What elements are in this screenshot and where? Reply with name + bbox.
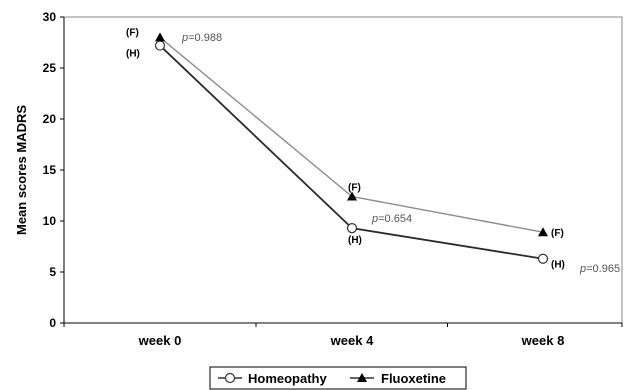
p-value-annotation: p=0.965 [579,263,620,275]
p-italic: p [181,32,188,44]
y-tick-label: 25 [43,61,57,75]
homeopathy-point [346,223,358,234]
p-italic: p [579,263,586,275]
p-value: =0.965 [586,263,620,275]
legend-homeopathy-label: Homeopathy [248,371,328,386]
x-tick-label: week 4 [330,333,374,348]
legend-homeopathy-marker [224,372,236,384]
x-tick-label: week 8 [521,333,565,348]
legend-fluoxetine-label: Fluoxetine [381,371,446,386]
y-axis-label: Mean scores MADRS [14,105,29,235]
y-tick-label: 30 [43,10,57,24]
fluoxetine-point-label: (F) [551,228,564,239]
y-tick-label: 5 [49,265,56,279]
plot-area: 0 5 10 15 20 25 30 week 0 week 4 week 8 (F) (F) (F) (… [43,10,623,348]
fluoxetine-point-label: (F) [348,183,361,194]
homeopathy-point-label: (H) [126,49,140,60]
legend-box [209,366,467,390]
x-tick-label: week 0 [138,333,182,348]
p-value-annotation: p=0.988 [181,32,222,44]
fluoxetine-point-label: (F) [126,27,139,38]
p-italic: p [371,213,378,225]
y-tick-label: 10 [43,214,57,228]
fluoxetine-point [155,32,165,42]
legend-fluoxetine-marker [357,373,367,382]
legend: Homeopathy Fluoxetine [209,366,467,390]
p-value: =0.988 [188,32,222,44]
y-tick-label: 15 [43,163,57,177]
homeopathy-point-label: (H) [348,235,362,246]
series-line-fluoxetine [159,36,544,233]
p-value-annotation: p=0.654 [371,213,412,225]
fluoxetine-point [538,227,548,237]
fluoxetine-point [347,191,357,201]
p-value: =0.654 [378,213,412,225]
y-tick-label: 0 [49,316,56,330]
y-tick-label: 20 [43,112,57,126]
homeopathy-point [537,253,549,264]
homeopathy-point-label: (H) [551,260,565,271]
homeopathy-point [154,40,166,51]
plot-frame [63,16,623,324]
